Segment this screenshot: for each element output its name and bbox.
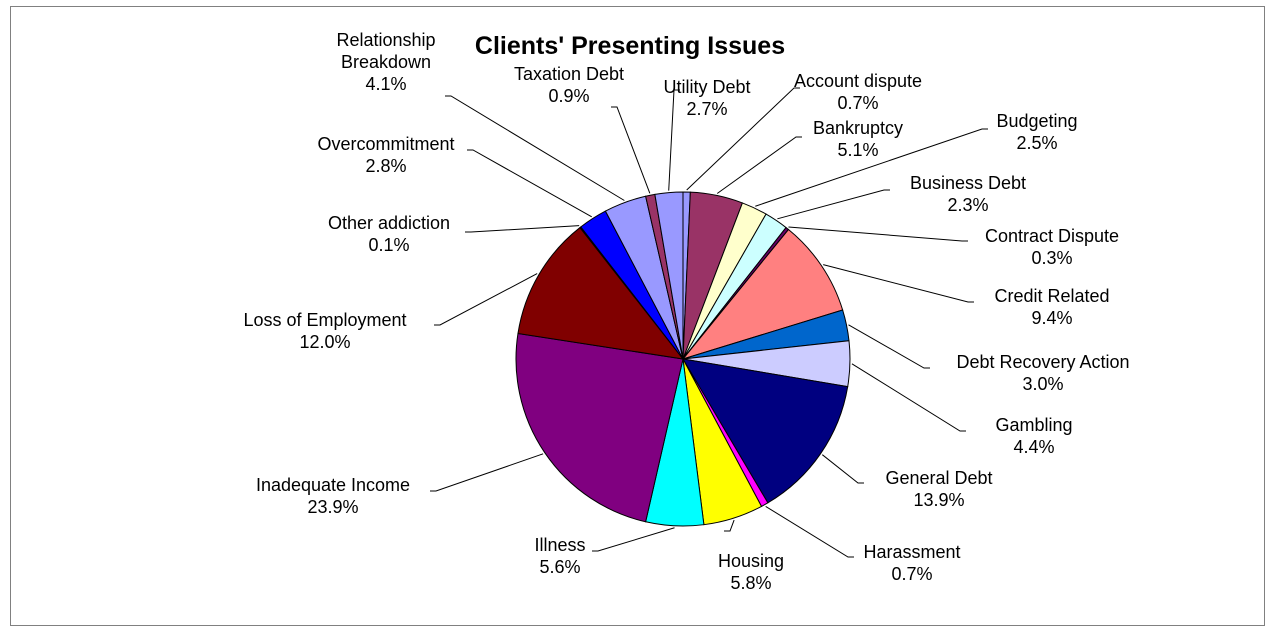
slice-label: Housing 5.8% [718, 551, 784, 593]
slice-label-percent: 0.1% [368, 235, 409, 255]
slice-label-percent: 5.8% [730, 573, 771, 593]
pie-slices [515, 191, 851, 527]
leader-line [821, 454, 864, 484]
slice-label: Contract Dispute 0.3% [985, 226, 1119, 268]
slice-label-name: Illness [534, 535, 585, 555]
slice-label-name: Gambling [995, 415, 1072, 435]
slice-label: Overcommitment 2.8% [317, 134, 454, 176]
leader-line [823, 264, 974, 303]
slice-label-name: Housing [718, 551, 784, 571]
slice-label-percent: 2.8% [365, 156, 406, 176]
slice-label-name: Debt Recovery Action [956, 352, 1129, 372]
slice-label: Taxation Debt 0.9% [514, 64, 624, 106]
slice-label: Budgeting 2.5% [996, 111, 1077, 153]
slice-general-debt [682, 358, 849, 504]
leader-line [445, 95, 625, 201]
slice-label-name: Loss of Employment [243, 310, 406, 330]
slice-credit-related [681, 228, 844, 360]
leader-line [777, 189, 890, 220]
slice-labels: Account dispute 0.7%Bankruptcy 5.1%Budgeti… [243, 30, 1129, 593]
slice-label-name: Budgeting [996, 111, 1077, 131]
slice-label-percent: 23.9% [307, 497, 358, 517]
slice-label-percent: 0.3% [1031, 248, 1072, 268]
slice-label-name: Bankruptcy [813, 118, 903, 138]
slice-label: Gambling 4.4% [995, 415, 1072, 457]
slice-label-name: General Debt [885, 468, 992, 488]
slice-label-percent: 12.0% [299, 332, 350, 352]
leader-line [611, 106, 651, 194]
slice-label-percent: 0.7% [891, 564, 932, 584]
leader-line [686, 87, 800, 191]
leader-line [765, 505, 854, 558]
slice-label: General Debt 13.9% [885, 468, 992, 510]
leader-lines [430, 87, 988, 558]
slice-label: Account dispute 0.7% [794, 71, 922, 113]
leader-line [716, 136, 802, 194]
leader-line [788, 226, 968, 242]
slice-label-name: Breakdown [341, 52, 431, 72]
slice-label-name: Contract Dispute [985, 226, 1119, 246]
leader-line [668, 89, 680, 191]
leader-line [851, 363, 966, 432]
slice-label: Relationship Breakdown 4.1% [336, 30, 435, 94]
slice-label-percent: 2.7% [686, 99, 727, 119]
slice-label-percent: 0.9% [548, 86, 589, 106]
slice-label-name: Account dispute [794, 71, 922, 91]
leader-line [755, 128, 988, 207]
slice-label: Harassment 0.7% [863, 542, 960, 584]
slice-label: Illness 5.6% [534, 535, 585, 577]
slice-label: Business Debt 2.3% [910, 173, 1026, 215]
slice-label-percent: 3.0% [1022, 374, 1063, 394]
leader-line [848, 324, 930, 369]
slice-label-name: Overcommitment [317, 134, 454, 154]
slice-label-name: Relationship [336, 30, 435, 50]
slice-label-name: Business Debt [910, 173, 1026, 193]
slice-label-percent: 13.9% [913, 490, 964, 510]
slice-label-percent: 0.7% [837, 93, 878, 113]
chart-title: Clients' Presenting Issues [475, 32, 785, 60]
leader-line [592, 527, 675, 552]
slice-label-name: Other addiction [328, 213, 450, 233]
slice-label: Inadequate Income 23.9% [256, 475, 410, 517]
slice-label-percent: 2.5% [1016, 133, 1057, 153]
slice-label-name: Inadequate Income [256, 475, 410, 495]
slice-label: Loss of Employment 12.0% [243, 310, 406, 352]
slice-label-percent: 4.1% [365, 74, 406, 94]
slice-label-percent: 4.4% [1013, 437, 1054, 457]
leader-line [434, 273, 538, 326]
slice-label-percent: 2.3% [947, 195, 988, 215]
leader-line [467, 149, 592, 218]
leader-line [724, 519, 735, 532]
pie-chart: Clients' Presenting Issues Account dispu… [243, 30, 1129, 593]
slice-label: Debt Recovery Action 3.0% [956, 352, 1129, 394]
slice-label-name: Taxation Debt [514, 64, 624, 84]
slice-label: Other addiction 0.1% [328, 213, 450, 255]
slice-label: Utility Debt 2.7% [663, 77, 750, 119]
slice-label-name: Utility Debt [663, 77, 750, 97]
slice-label-percent: 5.6% [539, 557, 580, 577]
slice-loss-of-employment [517, 226, 685, 360]
slice-utility-debt [654, 191, 684, 360]
slice-label-name: Credit Related [994, 286, 1109, 306]
slice-inadequate-income [515, 332, 684, 523]
slice-label: Credit Related 9.4% [994, 286, 1109, 328]
slice-label: Bankruptcy 5.1% [813, 118, 903, 160]
leader-line [465, 225, 580, 233]
slice-label-percent: 5.1% [837, 140, 878, 160]
leader-line [430, 453, 544, 492]
slice-label-name: Harassment [863, 542, 960, 562]
slice-label-percent: 9.4% [1031, 308, 1072, 328]
